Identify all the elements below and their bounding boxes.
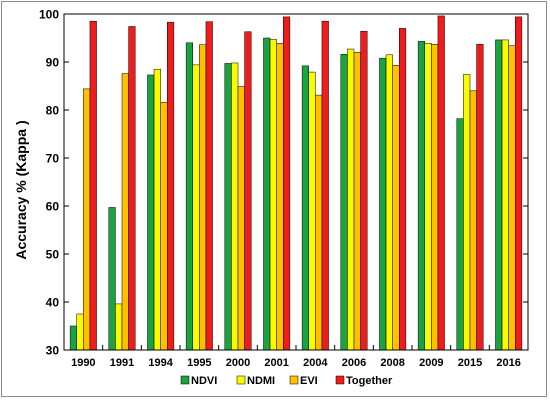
bar-ndvi-2006 [340, 54, 348, 351]
bar-evi-2000 [237, 86, 245, 351]
bar-together-2016 [515, 16, 523, 351]
x-tick-label-2015: 2015 [458, 357, 482, 369]
y-ticks-group: 30 40 50 60 70 80 90 100 [39, 8, 528, 358]
bar-together-2006 [360, 31, 368, 351]
bar-ndmi-2008 [385, 54, 393, 351]
legend-label-ndvi: NDVI [191, 375, 217, 387]
bar-evi-2001 [276, 43, 284, 351]
bar-ndmi-2001 [269, 39, 277, 351]
legend-swatch-ndvi [180, 375, 190, 385]
bar-evi-2006 [353, 52, 361, 351]
bar-evi-1995 [199, 44, 207, 351]
y-tick-label: 70 [46, 152, 60, 166]
bar-ndmi-2006 [347, 48, 355, 351]
y-axis-label: Accuracy % (Kappa ) [13, 120, 29, 259]
bar-ndmi-2016 [501, 39, 509, 351]
bar-ndvi-2000 [224, 63, 232, 351]
y-tick-label: 80 [46, 104, 60, 118]
bar-ndvi-1994 [147, 74, 155, 351]
legend-label-ndmi: NDMI [247, 375, 275, 387]
bar-evi-2009 [431, 43, 439, 351]
bar-ndvi-1995 [185, 42, 193, 351]
x-tick-label-1995: 1995 [187, 357, 211, 369]
y-tick-label: 50 [46, 248, 60, 262]
bar-together-2015 [476, 43, 484, 351]
y-tick-label: 40 [46, 296, 60, 310]
bar-together-1990 [89, 20, 97, 351]
x-tick-label-2008: 2008 [380, 357, 404, 369]
bar-ndmi-2000 [231, 62, 239, 351]
bar-ndvi-2009 [417, 41, 425, 351]
x-tick-label-1991: 1991 [110, 357, 134, 369]
x-tick-label-2004: 2004 [303, 357, 328, 369]
bar-ndmi-1990 [76, 313, 84, 351]
bar-ndmi-2004 [308, 71, 316, 351]
bar-evi-1994 [160, 102, 168, 351]
x-tick-label-2001: 2001 [264, 357, 288, 369]
bar-evi-1990 [83, 88, 91, 351]
bar-ndvi-1991 [108, 207, 116, 351]
x-tick-label-1990: 1990 [71, 357, 95, 369]
bar-ndmi-1991 [115, 303, 123, 351]
legend-swatch-evi [289, 375, 299, 385]
legend: NDVI NDMI EVI Together [180, 375, 393, 387]
x-tick-label-1994: 1994 [148, 357, 173, 369]
bar-evi-2008 [392, 65, 400, 351]
bar-ndmi-2009 [424, 43, 432, 351]
bar-ndvi-2004 [301, 65, 309, 351]
bar-ndmi-1995 [192, 64, 200, 351]
bar-together-1991 [128, 26, 136, 351]
bar-ndmi-1994 [153, 68, 161, 351]
bar-evi-2015 [469, 90, 477, 351]
legend-label-together: Together [346, 375, 393, 387]
bar-ndvi-1990 [69, 325, 77, 351]
bar-together-2008 [399, 28, 407, 351]
bar-ndvi-2001 [263, 37, 271, 351]
legend-label-evi: EVI [300, 375, 318, 387]
bar-ndvi-2016 [495, 39, 503, 351]
y-tick-label: 100 [39, 8, 59, 22]
legend-swatch-together [335, 375, 345, 385]
bar-together-2000 [244, 31, 252, 351]
bar-together-1994 [167, 21, 175, 351]
y-tick-label: 60 [46, 200, 60, 214]
bar-evi-1991 [121, 73, 129, 351]
bar-ndmi-2015 [463, 74, 471, 351]
x-tick-label-2016: 2016 [496, 357, 520, 369]
bar-evi-2016 [508, 45, 516, 351]
legend-swatch-ndmi [236, 375, 246, 385]
bar-together-1995 [205, 21, 213, 351]
bar-ndvi-2015 [456, 118, 464, 351]
x-ticks-group: 1990 1991 1994 1995 2000 2001 2004 2006 2008 2009… [71, 345, 521, 369]
x-tick-label-2006: 2006 [342, 357, 366, 369]
y-tick-label: 90 [46, 56, 60, 70]
bar-ndvi-2008 [379, 57, 387, 351]
x-tick-label-2009: 2009 [419, 357, 443, 369]
y-tick-label: 30 [46, 344, 60, 358]
bar-together-2004 [321, 20, 329, 351]
bar-together-2009 [437, 15, 445, 351]
bar-evi-2004 [315, 94, 323, 351]
x-tick-label-2000: 2000 [226, 357, 250, 369]
bars-group [69, 15, 523, 351]
bar-together-2001 [283, 16, 291, 351]
